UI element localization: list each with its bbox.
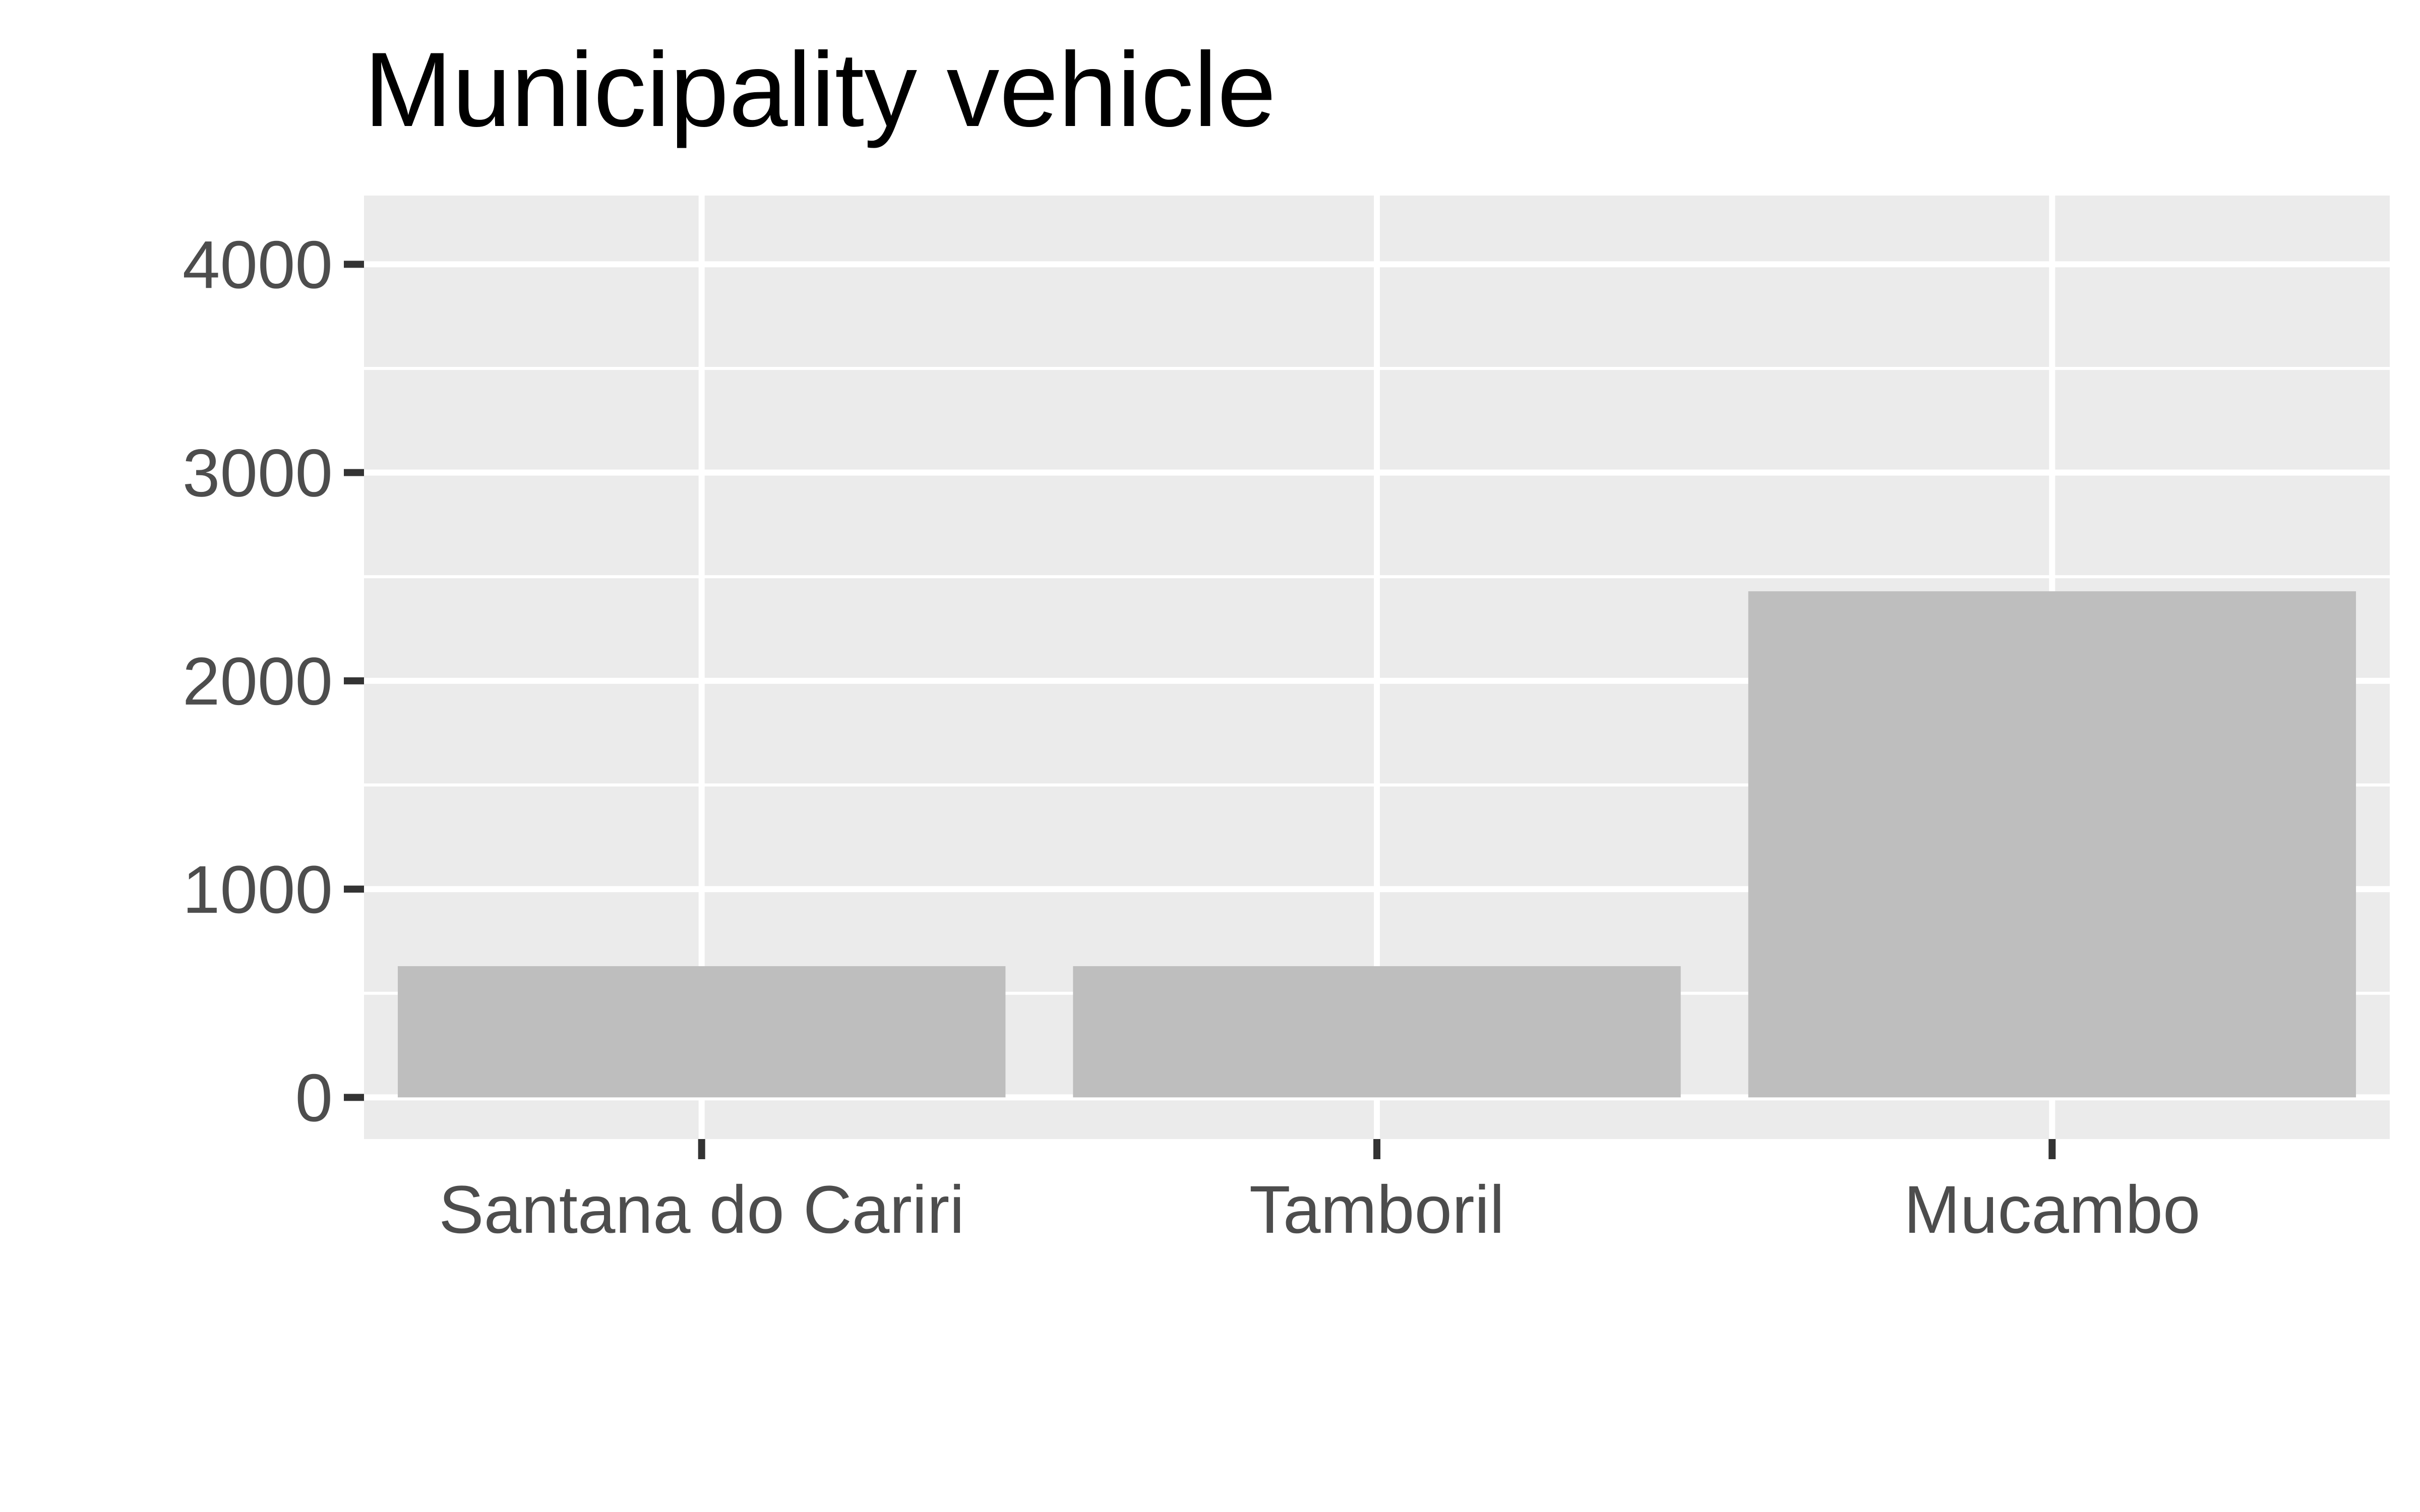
- x-tick-label: Tamboril: [1249, 1172, 1504, 1247]
- y-tick-label: 2000: [183, 644, 333, 719]
- y-tick-label: 0: [295, 1060, 333, 1136]
- bar-mucambo: [1748, 591, 2356, 1098]
- bar-santana-do-cariri: [397, 966, 1006, 1098]
- axes: 0 1000 2000 3000 4000 Santana do Cariri Tambor…: [183, 227, 2201, 1247]
- x-tick-label: Mucambo: [1904, 1172, 2200, 1247]
- y-tick-label: 3000: [183, 436, 333, 511]
- chart-title: Municipality vehicle: [364, 30, 1276, 149]
- y-tick-label: 1000: [183, 852, 333, 927]
- x-tick-label: Santana do Cariri: [439, 1172, 964, 1247]
- bar-tamboril: [1073, 966, 1681, 1098]
- y-tick-label: 4000: [183, 227, 333, 302]
- bars: [397, 591, 2356, 1098]
